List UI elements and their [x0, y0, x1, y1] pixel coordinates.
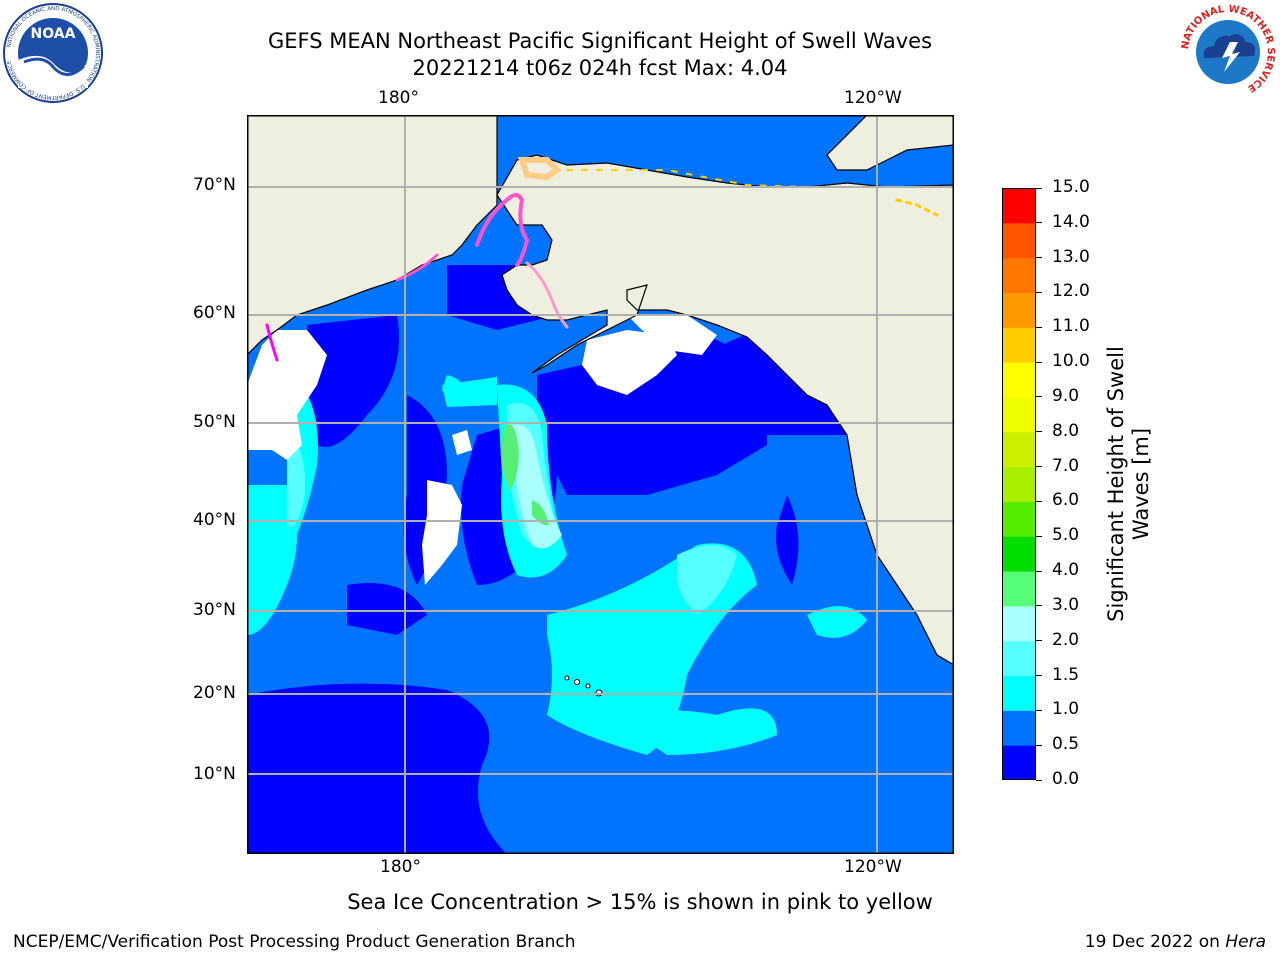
footer-machine: Hera: [1225, 932, 1266, 952]
colorbar-tick-label: 11.0: [1052, 316, 1090, 337]
swell-2.0-3.0m-zones: [512, 424, 562, 549]
colorbar-tick-mark: [1036, 535, 1042, 537]
lat-tick-10n: 10°N: [193, 764, 236, 784]
colorbar-tick-label: 10.0: [1052, 351, 1090, 372]
missing-data-zones: [247, 315, 717, 585]
lat-tick-30n: 30°N: [193, 600, 236, 620]
lon-tick-top-120w: 120°W: [844, 88, 902, 108]
colorbar-tick-label: 9.0: [1052, 385, 1080, 406]
swell-height-map[interactable]: [247, 115, 954, 854]
colorbar-tick-mark: [1036, 709, 1042, 711]
colorbar-tick-mark: [1036, 570, 1042, 572]
colorbar-label-wrap: Significant Height of Swell Waves [m]: [1104, 314, 1162, 654]
graticule: [247, 115, 954, 854]
colorbar-tick-label: 13.0: [1052, 246, 1090, 267]
colorbar-tick-mark: [1036, 326, 1042, 328]
colorbar-tick-label: 0.0: [1052, 769, 1080, 789]
colorbar-swatch: [1002, 188, 1036, 224]
colorbar-tick-label: 15.0: [1052, 177, 1090, 197]
colorbar-tick-mark: [1036, 396, 1042, 398]
nws-logo: NATIONAL WEATHER SERVICE: [1178, 2, 1278, 102]
colorbar-swatch: [1002, 536, 1036, 572]
colorbar-tick-mark: [1036, 675, 1042, 677]
colorbar-frame: [1002, 188, 1036, 780]
lat-tick-60n: 60°N: [193, 303, 236, 323]
footer-date: 19 Dec 2022 on Hera: [1085, 932, 1266, 952]
colorbar-swatch: [1002, 605, 1036, 642]
colorbar-swatch: [1002, 362, 1036, 398]
lon-tick-top-180: 180°: [378, 88, 419, 108]
colorbar-tick-label: 5.0: [1052, 525, 1080, 546]
colorbar-tick-label: 0.5: [1052, 734, 1080, 755]
noaa-logo: NOAA NATIONAL OCEANIC AND ATMOSPHERIC AD…: [2, 2, 104, 104]
lat-tick-50n: 50°N: [193, 412, 236, 432]
colorbar-tick-label: 8.0: [1052, 420, 1080, 441]
footer-credit: NCEP/EMC/Verification Post Processing Pr…: [13, 932, 576, 952]
colorbar-swatch: [1002, 327, 1036, 363]
map-title-line2: 20221214 t06z 024h fcst Max: 4.04: [412, 56, 788, 80]
colorbar-swatch: [1002, 222, 1036, 259]
colorbar-tick-label: 3.0: [1052, 594, 1080, 615]
colorbar-tick-label: 2.0: [1052, 629, 1080, 650]
colorbar-tick-mark: [1036, 187, 1042, 189]
swell-3.0-4.0m-zones: [500, 424, 549, 526]
colorbar-tick-label: 1.0: [1052, 699, 1080, 720]
sea-ice-note-text: Sea Ice Concentration > 15% is shown in …: [347, 890, 933, 914]
sea-ice-note: Sea Ice Concentration > 15% is shown in …: [0, 890, 1280, 914]
colorbar-swatch: [1002, 257, 1036, 293]
colorbar-tick-mark: [1036, 257, 1042, 259]
footer-date-text: 19 Dec 2022 on: [1084, 932, 1226, 952]
colorbar-tick-label: 6.0: [1052, 490, 1080, 511]
colorbar-tick-mark: [1036, 361, 1042, 363]
colorbar-tick-mark: [1036, 779, 1042, 781]
colorbar-swatch: [1002, 431, 1036, 468]
lat-tick-70n: 70°N: [193, 175, 236, 195]
colorbar-tick-mark: [1036, 222, 1042, 224]
map-frame: [247, 115, 954, 854]
colorbar-swatch: [1002, 396, 1036, 433]
colorbar-swatch: [1002, 466, 1036, 502]
colorbar-swatch: [1002, 292, 1036, 328]
colorbar-swatch: [1002, 501, 1036, 537]
colorbar: [1002, 188, 1036, 781]
colorbar-tick-mark: [1036, 605, 1042, 607]
colorbar-tick-mark: [1036, 466, 1042, 468]
colorbar-ticks: 0.0 0.5 1.0 1.5 2.0 3.0 4.0 5.0 6.0 7.0 8.0 9.0 10.0…: [1036, 0, 1100, 960]
colorbar-swatch: [1002, 745, 1036, 781]
colorbar-tick-mark: [1036, 291, 1042, 293]
colorbar-tick-label: 7.0: [1052, 455, 1080, 476]
colorbar-tick-label: 1.5: [1052, 664, 1080, 685]
colorbar-tick-mark: [1036, 640, 1042, 642]
lat-tick-40n: 40°N: [193, 510, 236, 530]
lat-tick-20n: 20°N: [193, 683, 236, 703]
colorbar-tick-mark: [1036, 744, 1042, 746]
colorbar-tick-mark: [1036, 431, 1042, 433]
lon-tick-bottom-120w: 120°W: [844, 857, 902, 877]
colorbar-label: Significant Height of Swell Waves [m]: [1104, 346, 1153, 622]
colorbar-swatch: [1002, 640, 1036, 677]
noaa-logo-text: NOAA: [31, 26, 76, 42]
colorbar-swatch: [1002, 675, 1036, 711]
lon-tick-bottom-180: 180°: [380, 857, 421, 877]
map-title-line1: GEFS MEAN Northeast Pacific Significant …: [267, 29, 933, 53]
colorbar-tick-label: 4.0: [1052, 560, 1080, 581]
colorbar-swatch: [1002, 571, 1036, 607]
colorbar-tick-label: 14.0: [1052, 211, 1090, 232]
colorbar-swatch: [1002, 710, 1036, 746]
colorbar-tick-mark: [1036, 500, 1042, 502]
colorbar-tick-label: 12.0: [1052, 281, 1090, 302]
